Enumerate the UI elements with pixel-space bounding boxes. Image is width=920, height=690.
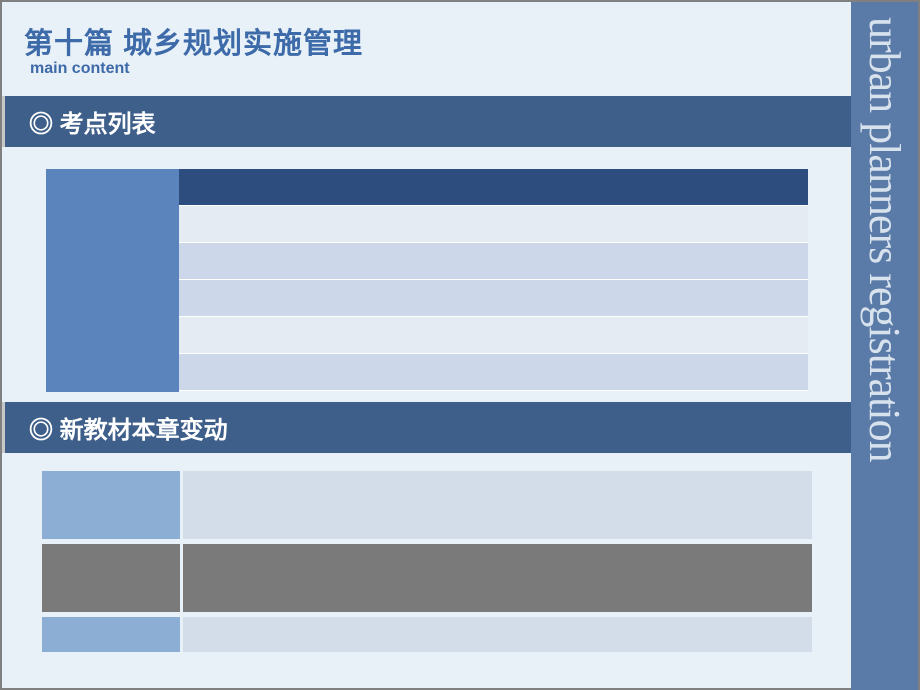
table-cell-left: [42, 544, 180, 612]
section-header-exam-points: ◎ 考点列表: [2, 96, 855, 147]
page-subtitle: main content: [30, 60, 918, 78]
table-row: [42, 617, 812, 652]
table-cell-left: [42, 471, 180, 539]
section-marker: ◎: [29, 417, 53, 444]
table-row: [179, 280, 808, 317]
section-label: 考点列表: [60, 111, 156, 138]
table-row: [42, 544, 812, 612]
table-row-header-cell: [46, 169, 179, 392]
table-row: [42, 471, 812, 539]
table-body: [179, 169, 808, 392]
sidebar-vertical-text: urban planners registration: [851, 17, 918, 462]
slide-container: urban planners registration 第十篇 城乡规划实施管理…: [0, 0, 920, 690]
section-header-changes: ◎ 新教材本章变动: [2, 402, 855, 453]
page-title: 第十篇 城乡规划实施管理: [24, 20, 918, 62]
section-marker: ◎: [29, 111, 53, 138]
table-row: [179, 206, 808, 243]
section-label: 新教材本章变动: [60, 417, 228, 444]
exam-points-table: [46, 169, 811, 392]
table-cell-left: [42, 617, 180, 652]
table-row: [179, 317, 808, 354]
table-cell-right: [183, 617, 812, 652]
right-sidebar: urban planners registration: [851, 2, 918, 690]
table-row: [179, 169, 808, 206]
changes-table: [42, 471, 812, 652]
table-row: [179, 243, 808, 280]
table-cell-right: [183, 471, 812, 539]
table-row: [179, 354, 808, 391]
slide-header: 第十篇 城乡规划实施管理 main content: [2, 2, 918, 78]
table-cell-right: [183, 544, 812, 612]
